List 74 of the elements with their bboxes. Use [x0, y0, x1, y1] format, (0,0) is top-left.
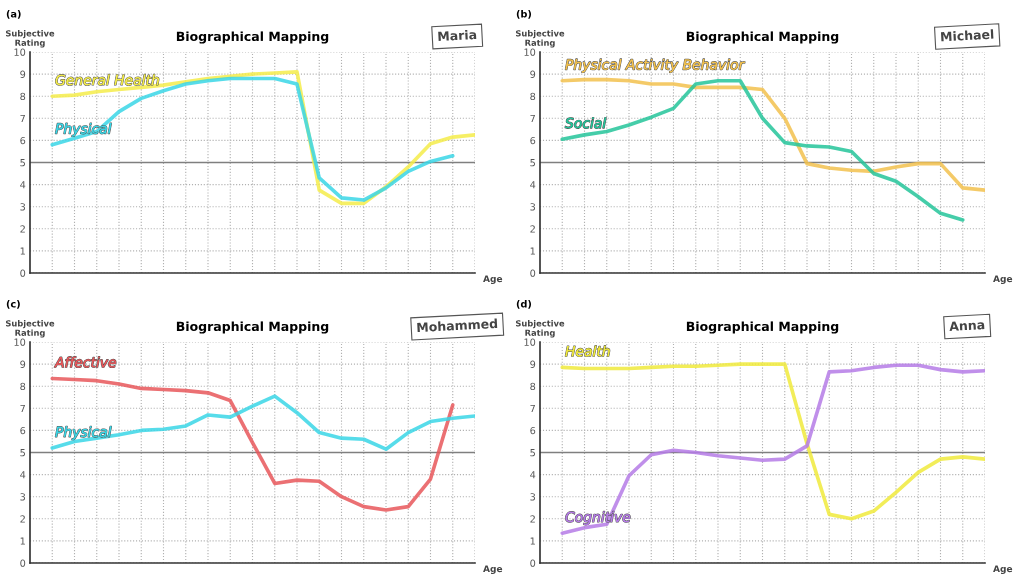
text: Michael [940, 29, 994, 42]
y-tick-label: 5 [530, 449, 535, 457]
y-tick-label: 10 [14, 338, 26, 346]
text: (b) [516, 10, 532, 19]
y-tick-label: 0 [530, 559, 536, 567]
text: Maria [438, 29, 477, 42]
y-tick-label: 2 [530, 225, 535, 233]
y-tick-label: 9 [530, 360, 536, 368]
y-tick-label: 8 [530, 92, 536, 101]
y-tick-label: 2 [20, 515, 25, 523]
chart-title: Biographical Mapping [686, 31, 839, 44]
text: (c) [6, 300, 20, 309]
chart-title: Biographical Mapping [686, 321, 839, 334]
y-axis-title: Subjective Rating [515, 30, 565, 48]
line-series [50, 394, 475, 451]
y-tick-label: 6 [530, 426, 536, 435]
y-tick-label: 5 [20, 159, 25, 167]
y-tick-label: 6 [20, 426, 26, 435]
y-tick-label: 5 [530, 159, 535, 167]
y-tick-label: 4 [530, 181, 536, 189]
text: Mohammed [417, 318, 498, 333]
y-tick-label: 6 [530, 136, 536, 145]
x-axis-title: Age [483, 275, 503, 284]
y-tick-label: 8 [530, 382, 536, 391]
y-tick-label: 2 [530, 515, 535, 523]
chart-title: Biographical Mapping [176, 321, 329, 334]
y-tick-label: 10 [14, 48, 26, 56]
chart-title: Biographical Mapping [176, 31, 329, 44]
y-tick-label: 3 [20, 203, 26, 211]
y-tick-label: 3 [530, 493, 536, 501]
y-tick-label: 4 [20, 471, 26, 479]
y-tick-label: 9 [20, 360, 26, 368]
y-tick-label: 2 [20, 225, 25, 233]
x-axis-title: Age [483, 565, 503, 574]
y-tick-label: 4 [530, 471, 536, 479]
x-axis-title: Age [993, 565, 1013, 574]
series-label: Social [565, 117, 607, 129]
text: (a) [6, 10, 21, 19]
y-tick-label: 7 [530, 114, 535, 122]
series-label: General Health [55, 74, 159, 86]
y-tick-label: 1 [530, 537, 535, 545]
y-tick-label: 3 [20, 493, 26, 501]
y-tick-label: 1 [20, 247, 25, 255]
y-tick-label: 7 [530, 404, 535, 412]
y-tick-label: 5 [20, 449, 25, 457]
y-tick-label: 3 [530, 203, 536, 211]
y-tick-label: 9 [530, 70, 536, 78]
y-tick-label: 6 [20, 136, 26, 145]
line-series [560, 78, 965, 222]
y-tick-label: 0 [530, 269, 536, 277]
series-label: Physical [55, 426, 112, 440]
line-series [50, 376, 455, 512]
y-tick-label: 0 [20, 269, 26, 277]
text: (d) [516, 300, 532, 309]
text: Anna [949, 319, 985, 332]
y-tick-label: 8 [20, 92, 26, 101]
y-tick-label: 10 [524, 48, 536, 56]
y-tick-label: 7 [20, 114, 25, 122]
y-tick-label: 4 [20, 181, 26, 189]
y-tick-label: 1 [20, 537, 25, 545]
line-series [560, 77, 985, 192]
y-tick-label: 1 [530, 247, 535, 255]
y-tick-label: 8 [20, 382, 26, 391]
y-axis-title: Subjective Rating [5, 320, 55, 338]
series-label: Affective [54, 356, 116, 368]
y-axis-title: Subjective Rating [5, 30, 55, 48]
y-axis-title: Subjective Rating [515, 320, 565, 338]
series-label: Health [565, 345, 610, 357]
y-tick-label: 10 [524, 338, 536, 346]
y-tick-label: 9 [20, 70, 26, 78]
y-tick-label: 7 [20, 404, 25, 412]
x-axis-title: Age [993, 275, 1013, 284]
series-label: Physical Activity Behavior [565, 58, 745, 73]
y-tick-label: 0 [20, 559, 26, 567]
